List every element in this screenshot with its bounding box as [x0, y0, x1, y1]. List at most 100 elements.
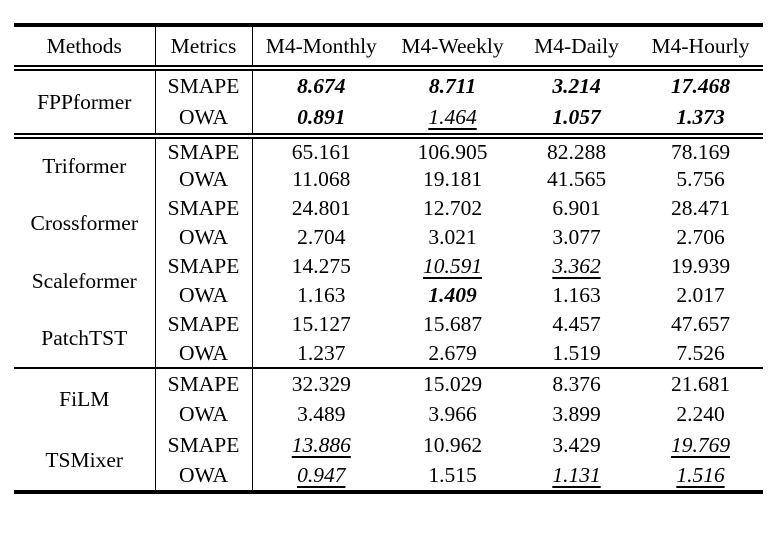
value: 3.077 — [552, 225, 601, 249]
value-cell: 1.516 — [638, 461, 763, 492]
method-name: Triformer — [42, 154, 127, 178]
value-cell: 15.127 — [252, 310, 390, 339]
value-cell: 47.657 — [638, 310, 763, 339]
value: 32.329 — [291, 371, 351, 396]
value-cell: 10.962 — [390, 430, 515, 461]
value: 3.021 — [428, 225, 477, 249]
table-row: Crossformer SMAPE 24.801 12.702 6.901 28.471 — [14, 194, 763, 235]
value-cell: 3.899 — [515, 399, 638, 430]
value-cell: 4.457 — [515, 310, 638, 339]
best-value: 3.214 — [552, 74, 601, 98]
col-header-m4-weekly: M4-Weekly — [390, 25, 515, 71]
table-row: PatchTST SMAPE 15.127 15.687 4.457 47.657 — [14, 310, 763, 369]
results-table-body: FPPformer SMAPE 8.674 8.711 3.214 17.468 OWA 0.… — [14, 68, 763, 492]
value: 82.288 — [546, 139, 607, 164]
value: 65.161 — [291, 139, 351, 164]
value: 28.471 — [670, 196, 731, 220]
metric-label: SMAPE — [154, 252, 253, 281]
results-table: Methods Metrics M4-Monthly M4-Weekly M4-… — [14, 23, 763, 494]
col-header-metrics: Metrics — [154, 25, 253, 71]
table-row: OWA 0.947 1.515 1.131 1.516 — [14, 461, 763, 492]
value-cell: 8.674 — [252, 68, 390, 102]
metric-label: OWA — [154, 281, 253, 310]
value: 47.657 — [670, 312, 731, 336]
col-header-methods: Methods — [14, 25, 155, 71]
value-cell: 3.362 — [515, 252, 638, 281]
second-best-value: 1.516 — [676, 463, 725, 487]
best-value: 1.409 — [428, 283, 477, 307]
value: 2.017 — [676, 283, 725, 307]
value-cell: 8.711 — [390, 68, 515, 102]
value-cell: 28.471 — [638, 194, 763, 223]
value-cell: 7.526 — [638, 339, 763, 369]
table-row: Scaleformer SMAPE 14.275 10.591 3.362 19.939 — [14, 252, 763, 293]
value-cell: 1.163 — [515, 281, 638, 310]
metric-label: SMAPE — [154, 430, 253, 461]
value-cell: 3.966 — [390, 399, 515, 430]
value-cell: 19.181 — [390, 165, 515, 194]
value: 2.706 — [676, 225, 725, 249]
value-cell: 2.679 — [390, 339, 515, 369]
value: 19.181 — [422, 167, 483, 191]
value-cell: 0.891 — [252, 102, 390, 139]
metric-label: OWA — [154, 339, 253, 369]
value: 78.169 — [670, 139, 731, 164]
method-name: Crossformer — [30, 210, 138, 235]
value: 1.163 — [297, 283, 346, 307]
value-cell: 1.131 — [515, 461, 638, 492]
best-value: 1.373 — [676, 105, 725, 129]
value-cell: 19.769 — [638, 430, 763, 461]
value-cell: 106.905 — [390, 136, 515, 165]
value-cell: 15.029 — [390, 368, 515, 399]
value-cell: 13.886 — [252, 430, 390, 461]
value-cell: 10.591 — [390, 252, 515, 281]
table-row: OWA 1.163 1.409 1.163 2.017 — [14, 281, 763, 310]
value: 10.962 — [422, 433, 483, 457]
col-header-m4-monthly: M4-Monthly — [252, 25, 390, 71]
value: 2.679 — [428, 340, 477, 365]
value-cell: 1.519 — [515, 339, 638, 369]
value-cell: 78.169 — [638, 136, 763, 165]
value-cell: 1.464 — [390, 102, 515, 139]
value-cell: 1.163 — [252, 281, 390, 310]
value: 8.376 — [552, 371, 601, 396]
value-cell: 3.429 — [515, 430, 638, 461]
table-row: FPPformer SMAPE 8.674 8.711 3.214 17.468 — [14, 68, 763, 139]
value: 15.029 — [422, 371, 483, 396]
value: 2.240 — [676, 402, 725, 426]
value-cell: 2.017 — [638, 281, 763, 310]
value-cell: 0.947 — [252, 461, 390, 492]
value-cell: 21.681 — [638, 368, 763, 399]
second-best-value: 3.362 — [552, 254, 601, 278]
second-best-value: 1.464 — [428, 105, 477, 129]
value-cell: 11.068 — [252, 165, 390, 194]
value-cell: 3.214 — [515, 68, 638, 102]
table-row: OWA 0.891 1.464 1.057 1.373 — [14, 102, 763, 139]
metric-label: OWA — [154, 165, 253, 194]
value: 1.519 — [552, 340, 601, 365]
best-value: 8.674 — [297, 74, 346, 98]
value-cell: 1.057 — [515, 102, 638, 139]
second-best-value: 19.769 — [670, 433, 731, 457]
value-cell: 3.489 — [252, 399, 390, 430]
value: 14.275 — [291, 254, 351, 278]
table-row: OWA 2.704 3.021 3.077 2.706 — [14, 223, 763, 252]
metric-label: SMAPE — [154, 310, 253, 339]
value: 3.899 — [552, 402, 601, 426]
metric-label: OWA — [154, 102, 253, 139]
second-best-value: 1.131 — [552, 463, 601, 487]
metric-label: OWA — [154, 223, 253, 252]
value-cell: 24.801 — [252, 194, 390, 223]
metric-label: OWA — [154, 461, 253, 492]
value: 15.687 — [422, 312, 483, 336]
best-value: 17.468 — [670, 74, 731, 98]
second-best-value: 0.947 — [297, 463, 346, 487]
method-name: TSMixer — [45, 447, 124, 472]
metric-label: SMAPE — [154, 368, 253, 399]
best-value: 0.891 — [297, 105, 346, 129]
method-name: Scaleformer — [31, 268, 137, 293]
value: 19.939 — [670, 254, 731, 278]
value: 15.127 — [291, 312, 351, 336]
best-value: 1.057 — [552, 105, 601, 129]
metric-label: OWA — [154, 399, 253, 430]
